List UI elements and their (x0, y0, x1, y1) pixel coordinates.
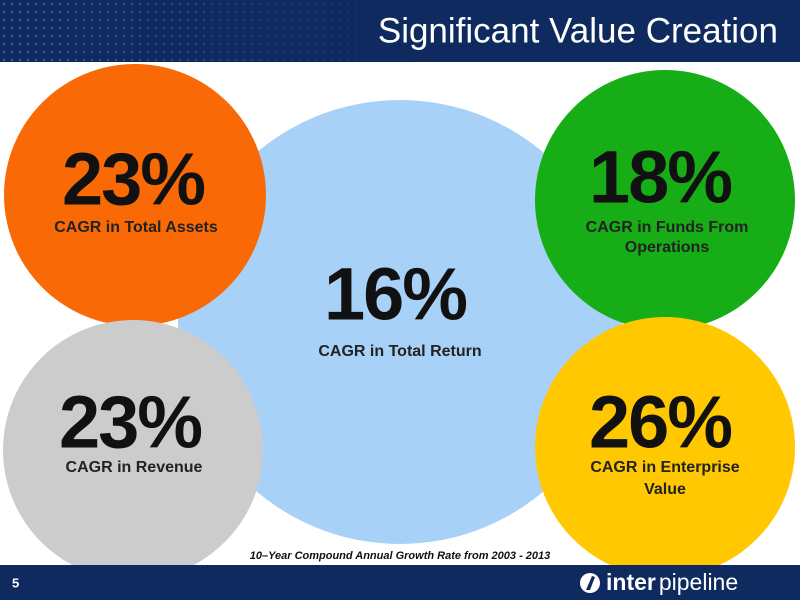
metric-value: 26% (589, 381, 731, 464)
metric-label: CAGR in Enterprise (590, 459, 739, 476)
metric-label: CAGR in Funds From (586, 219, 749, 236)
gray-circle (3, 320, 263, 580)
footer-bar (0, 565, 800, 600)
metric-value: 23% (62, 138, 204, 221)
page-number: 5 (12, 575, 19, 590)
metric-label: Value (644, 481, 686, 498)
metric-label: CAGR in Total Assets (54, 219, 218, 236)
metric-label: Operations (625, 239, 710, 256)
header-pattern (0, 0, 420, 62)
metric-label: CAGR in Total Return (318, 343, 481, 360)
metric-value: 16% (324, 253, 466, 336)
logo-icon-mark (586, 576, 595, 590)
footnote: 10–Year Compound Annual Growth Rate from… (250, 550, 551, 562)
metric-label: CAGR in Revenue (66, 459, 203, 476)
metric-value: 18% (589, 136, 731, 219)
metric-value: 23% (59, 381, 201, 464)
orange-circle (4, 64, 266, 326)
logo-regular: pipeline (659, 569, 738, 595)
yellow-circle (535, 317, 795, 577)
center-circle (178, 100, 622, 544)
green-circle (535, 70, 795, 330)
logo-bold: inter (606, 569, 656, 595)
slide-title: Significant Value Creation (378, 11, 778, 50)
logo-text: inter pipeline (606, 569, 738, 595)
logo: inter pipeline (580, 569, 738, 595)
